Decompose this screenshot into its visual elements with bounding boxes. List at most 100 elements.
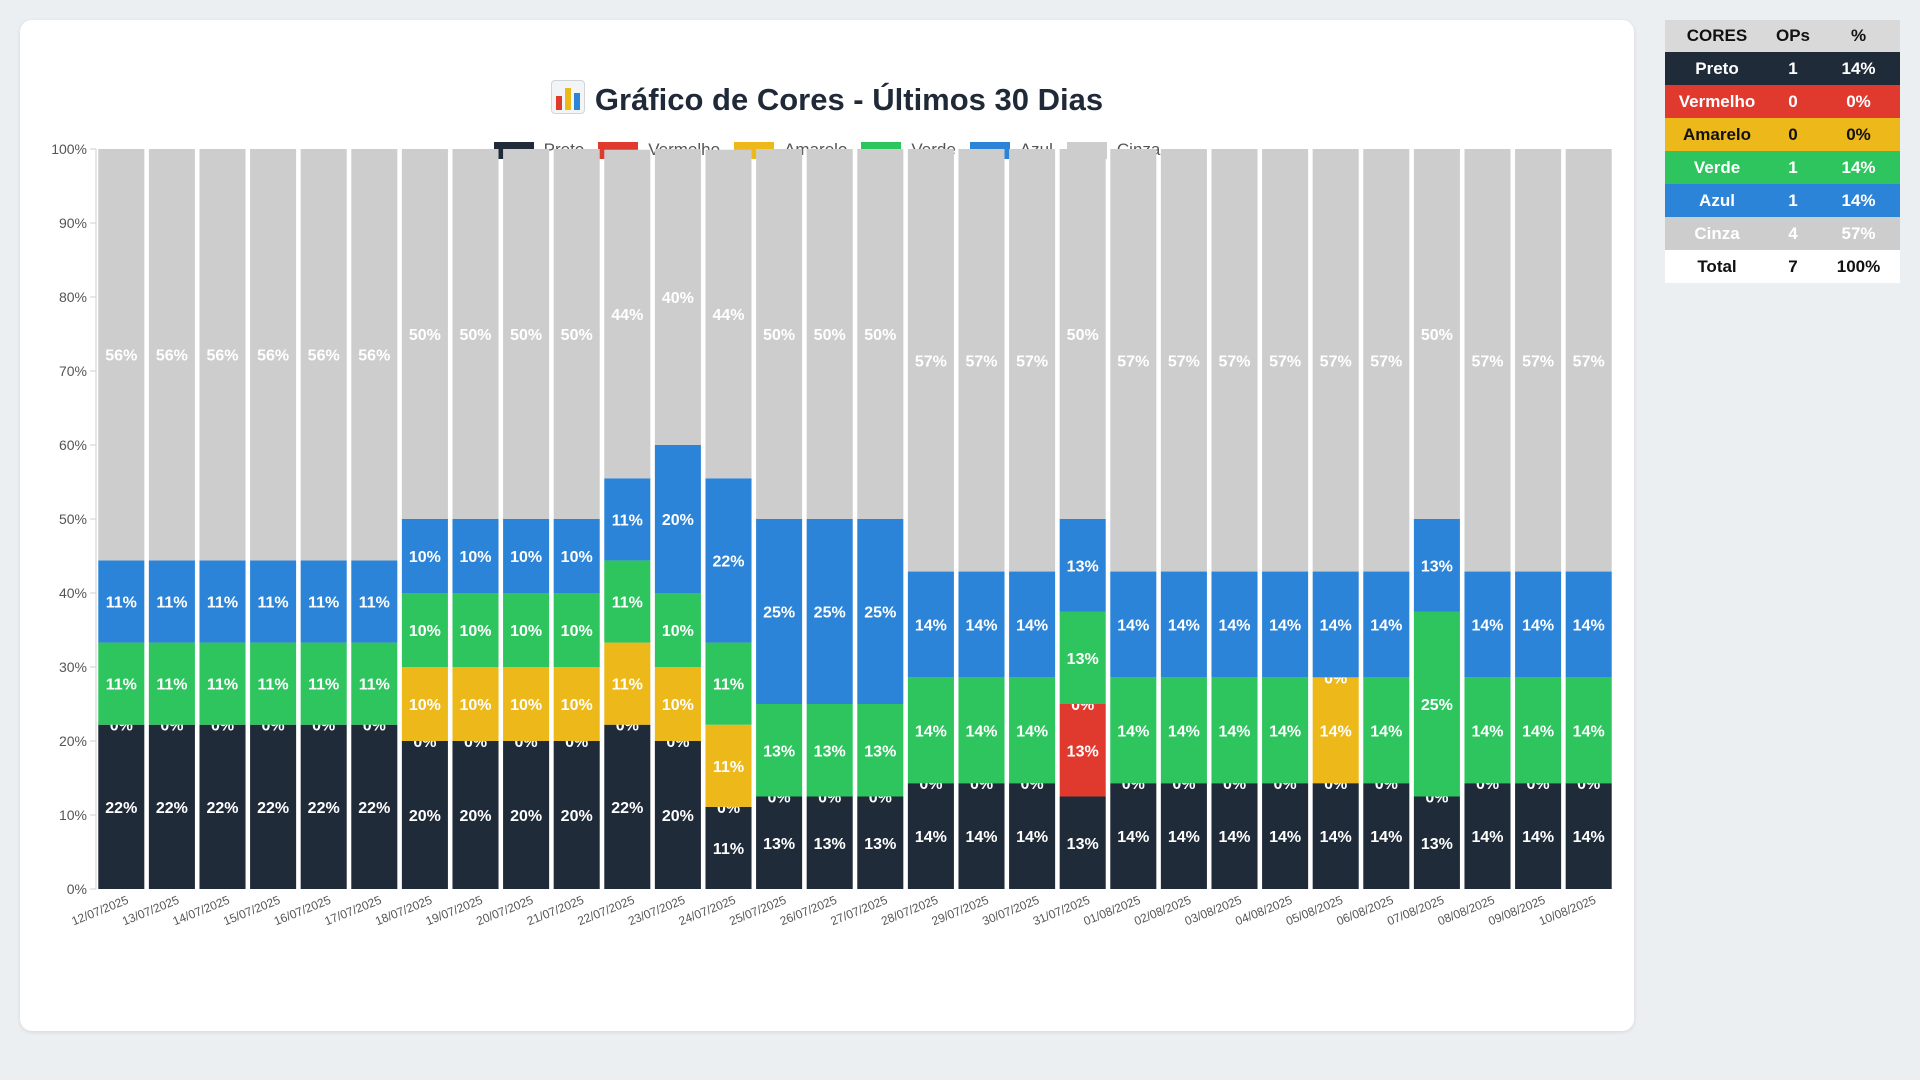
bar-segment-verde (1160, 677, 1207, 784)
bar-segment-preto (148, 724, 195, 889)
bar-segment-verde (351, 642, 398, 725)
data-label-azul: 11% (359, 595, 390, 612)
data-label-amarelo: 11% (612, 677, 643, 694)
bar-segment-verde (705, 642, 752, 725)
x-tick-label: 03/08/2025 (1183, 893, 1244, 929)
bar-segment-cinza (1413, 149, 1460, 519)
y-tick-label: 20% (59, 733, 87, 749)
x-tick-label: 15/07/2025 (221, 893, 282, 929)
bar-segment-azul (1515, 571, 1562, 678)
data-label-verde: 14% (965, 723, 997, 740)
bar-segment-cinza (1160, 149, 1207, 572)
data-label-azul: 14% (915, 617, 947, 634)
bar-segment-cinza (1312, 149, 1359, 572)
bar-segment-cinza (98, 149, 145, 561)
bar-segment-preto (1262, 783, 1309, 889)
x-tick-label: 31/07/2025 (1031, 893, 1092, 929)
x-tick-label: 30/07/2025 (980, 893, 1041, 929)
data-label-verde: 11% (258, 677, 289, 694)
bar-segment-vermelho (1059, 704, 1106, 797)
y-tick-label: 60% (59, 437, 87, 453)
bar-segment-preto (857, 796, 904, 889)
data-label-cinza: 40% (662, 290, 694, 307)
data-label-verde: 14% (1522, 723, 1554, 740)
bar-segment-verde (907, 677, 954, 784)
stacked-bar-chart: 0%10%20%30%40%50%60%70%80%90%100%22%0%11… (51, 141, 1612, 929)
bar-segment-preto (452, 741, 499, 889)
bar-segment-cinza (1009, 149, 1056, 572)
bar-segment-preto (907, 783, 954, 889)
bar-segment-cinza (907, 149, 954, 572)
data-label-preto: 22% (308, 800, 340, 817)
summary-cell-ops: 4 (1769, 217, 1817, 250)
data-label-azul: 11% (258, 595, 289, 612)
summary-cell-pct: 14% (1817, 151, 1900, 184)
y-tick-label: 100% (51, 141, 87, 157)
bar-segment-azul (351, 560, 398, 643)
data-label-cinza: 50% (409, 327, 441, 344)
y-tick-label: 0% (67, 881, 87, 897)
x-tick-label: 01/08/2025 (1081, 893, 1142, 929)
data-label-azul: 14% (1320, 617, 1352, 634)
data-label-preto: 14% (1218, 829, 1250, 846)
bar-segment-verde (452, 593, 499, 667)
bar-segment-cinza (756, 149, 803, 519)
bar-segment-cinza (250, 149, 297, 561)
bar-chart-icon (550, 80, 585, 114)
x-tick-label: 26/07/2025 (778, 893, 839, 929)
summary-cell-pct: 0% (1817, 118, 1900, 151)
data-label-verde: 14% (1168, 723, 1200, 740)
summary-row-cinza: Cinza 4 57% (1665, 217, 1900, 250)
data-label-verde: 11% (359, 677, 390, 694)
bar-segment-azul (1059, 519, 1106, 612)
data-label-cinza: 57% (1168, 353, 1200, 370)
y-tick-label: 70% (59, 363, 87, 379)
data-label-azul: 14% (1016, 617, 1048, 634)
bar-segment-azul (452, 519, 499, 593)
data-label-preto: 11% (713, 841, 744, 858)
bar-segment-verde (199, 642, 246, 725)
summary-cell-ops: 0 (1769, 118, 1817, 151)
bar-segment-cinza (199, 149, 246, 561)
chart-card: Gráfico de Cores - Últimos 30 Dias Preto… (20, 20, 1634, 1031)
data-label-preto: 14% (1269, 829, 1301, 846)
data-label-cinza: 44% (712, 307, 744, 324)
data-label-amarelo: 10% (662, 697, 694, 714)
data-label-cinza: 56% (206, 348, 238, 365)
data-label-preto: 14% (915, 829, 947, 846)
bar-segment-amarelo (503, 667, 550, 741)
summary-cell-name: Cinza (1665, 217, 1769, 250)
bar-segment-azul (958, 571, 1005, 678)
data-label-azul: 14% (1168, 617, 1200, 634)
summary-cell-name: Verde (1665, 151, 1769, 184)
data-label-preto: 22% (257, 800, 289, 817)
data-label-amarelo: 10% (561, 697, 593, 714)
x-tick-label: 21/07/2025 (525, 893, 586, 929)
x-tick-label: 28/07/2025 (879, 893, 940, 929)
data-label-cinza: 44% (611, 307, 643, 324)
bar-segment-cinza (806, 149, 853, 519)
data-label-preto: 13% (1421, 836, 1453, 853)
data-label-azul: 20% (662, 512, 694, 529)
summary-cell-name: Total (1665, 250, 1769, 283)
x-tick-label: 04/08/2025 (1233, 893, 1294, 929)
summary-row-azul: Azul 1 14% (1665, 184, 1900, 217)
summary-cell-name: Preto (1665, 52, 1769, 85)
data-label-azul: 11% (308, 595, 339, 612)
bar-segment-verde (300, 642, 347, 725)
bar-segment-verde (1464, 677, 1511, 784)
data-label-verde: 14% (1573, 723, 1605, 740)
bar-segment-amarelo (604, 642, 651, 725)
data-label-verde: 11% (156, 677, 187, 694)
x-tick-label: 06/08/2025 (1334, 893, 1395, 929)
bar-segment-cinza (1059, 149, 1106, 519)
bar-segment-verde (1413, 611, 1460, 797)
data-label-azul: 14% (1218, 617, 1250, 634)
data-label-preto: 14% (965, 829, 997, 846)
bar-segment-azul (1363, 571, 1410, 678)
x-tick-label: 23/07/2025 (626, 893, 687, 929)
data-label-azul: 10% (510, 549, 542, 566)
bar-segment-amarelo (553, 667, 600, 741)
bar-segment-preto (1110, 783, 1157, 889)
data-label-azul: 11% (106, 595, 137, 612)
